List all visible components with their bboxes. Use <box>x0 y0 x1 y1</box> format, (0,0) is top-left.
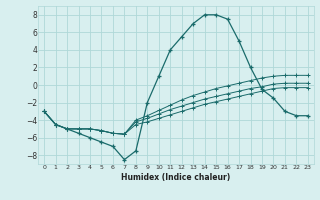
X-axis label: Humidex (Indice chaleur): Humidex (Indice chaleur) <box>121 173 231 182</box>
